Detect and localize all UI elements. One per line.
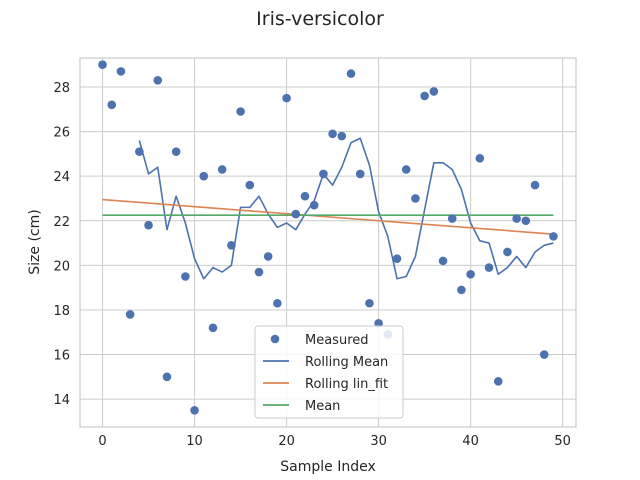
data-point: [411, 194, 420, 203]
data-point: [447, 214, 457, 223]
data-point: [530, 180, 540, 190]
data-point: [227, 240, 236, 250]
data-point: [374, 319, 383, 328]
chart-title: Iris-versicolor: [256, 8, 384, 30]
data-point: [116, 67, 126, 76]
data-point: [217, 165, 227, 174]
legend-label: Mean: [305, 399, 340, 414]
data-point: [401, 165, 411, 174]
data-point: [512, 214, 521, 223]
data-point: [236, 107, 245, 116]
data-point: [282, 93, 291, 103]
data-point: [438, 256, 448, 266]
data-point: [208, 323, 218, 333]
y-tick-label: 26: [53, 126, 70, 141]
data-point: [291, 209, 301, 219]
y-tick-label: 14: [53, 393, 70, 408]
data-point: [503, 247, 512, 257]
data-point: [181, 272, 190, 281]
data-point: [484, 263, 494, 272]
x-axis-title: Sample Index: [280, 459, 375, 475]
grid-layer: [80, 58, 576, 427]
data-point: [125, 310, 135, 319]
legend-items: Measured Rolling Mean Rolling lin_fit Mean: [263, 333, 388, 414]
data-point: [273, 298, 282, 308]
data-point: [392, 254, 402, 263]
data-point: [309, 200, 319, 210]
data-point: [153, 75, 163, 85]
y-tick-label: 18: [53, 304, 70, 319]
legend-label: Rolling Mean: [305, 355, 388, 370]
data-point: [457, 285, 466, 295]
data-point: [346, 69, 356, 78]
data-point: [549, 232, 558, 241]
legend-label: Measured: [305, 333, 369, 348]
legend-marker: [270, 334, 280, 344]
plot-border: [79, 57, 577, 428]
y-tick-label: 28: [53, 81, 70, 96]
x-tick-label: 20: [278, 434, 295, 449]
x-tick-label: 10: [186, 434, 203, 449]
data-point: [539, 350, 549, 359]
data-point: [337, 131, 347, 141]
data-point: [521, 216, 531, 226]
series-line-rolling-mean: [138, 137, 554, 280]
data-point: [493, 376, 503, 386]
data-point: [319, 169, 328, 179]
legend: Measured Rolling Mean Rolling lin_fit Mean: [254, 325, 404, 419]
y-tick-label: 20: [53, 259, 70, 274]
y-axis-title: Size (cm): [27, 209, 43, 274]
series-layer: [98, 60, 558, 415]
data-point: [429, 87, 439, 96]
data-point: [365, 298, 374, 308]
legend-label: Rolling lin_fit: [305, 377, 388, 392]
y-tick-label: 24: [53, 170, 70, 185]
x-tick-label: 0: [98, 434, 106, 449]
y-tick-label: 22: [53, 215, 70, 230]
data-point: [475, 154, 485, 163]
data-point: [107, 100, 117, 110]
data-point: [144, 220, 153, 230]
plot-frame: [79, 57, 577, 428]
legend-box: [254, 325, 404, 419]
data-point: [199, 171, 209, 181]
data-point: [162, 372, 172, 382]
data-point: [300, 191, 310, 201]
series-line-rolling-lin-fit: [102, 198, 554, 235]
data-point: [171, 147, 181, 156]
data-point: [98, 60, 107, 69]
data-point: [254, 267, 264, 277]
tick-labels: 0 10 20 30 40 50 14 16 18 20 22 24 26 28: [53, 81, 570, 449]
data-point: [466, 269, 475, 279]
y-tick-label: 16: [53, 349, 70, 364]
data-point: [190, 405, 199, 415]
x-tick-label: 30: [370, 434, 387, 449]
data-point: [135, 147, 144, 156]
data-point: [328, 129, 337, 139]
data-point: [263, 252, 273, 261]
data-point: [420, 91, 429, 101]
data-point: [245, 180, 255, 190]
data-point: [355, 169, 365, 179]
x-tick-label: 40: [462, 434, 479, 449]
x-tick-label: 50: [554, 434, 571, 449]
